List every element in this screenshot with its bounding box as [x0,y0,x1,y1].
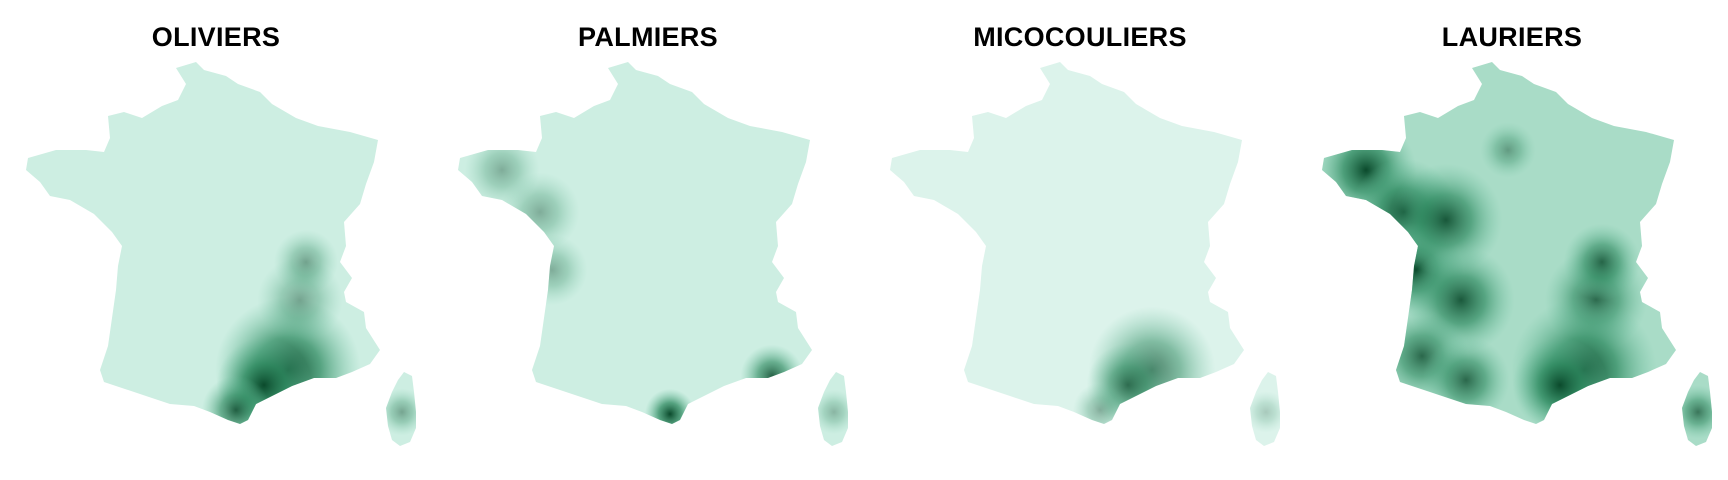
hotspot-paris [1480,122,1536,178]
map-panel-palmiers: PALMIERS [432,0,864,480]
map-title: LAURIERS [1441,22,1583,52]
hotspot-corsica [378,388,416,436]
hotspot-south-coast-west [1072,382,1128,438]
hotspot-cote-azur [740,344,804,408]
france-map-palmiers [458,62,848,446]
hotspot-brittany-atlantic [516,234,588,306]
hotspot-rhone-valley [1563,223,1641,301]
hotspot-south-west [1422,336,1510,424]
mainland-france-shape [458,62,812,424]
map-title: PALMIERS [578,22,718,52]
map-panel-micocouliers: MICOCOULIERS [864,0,1296,480]
hotspot-languedoc-provence [1512,337,1608,433]
france-map-micocouliers [890,62,1280,446]
hotspot-corsica [1671,385,1712,439]
map-panel-oliviers: OLIVIERS [0,0,432,480]
hotspot-rhone-valley [273,229,339,295]
hotspot-south-coast-west [201,375,271,445]
hotspot-corsica [811,389,848,435]
map-title: MICOCOULIERS [973,22,1187,52]
france-map-oliviers [26,62,416,446]
hotspot-roussillon [644,388,696,440]
map-title: OLIVIERS [151,22,281,52]
map-panel-lauriers: LAURIERS [1296,0,1728,480]
hotspot-corsica [1245,391,1280,433]
france-map-lauriers [1322,62,1712,446]
